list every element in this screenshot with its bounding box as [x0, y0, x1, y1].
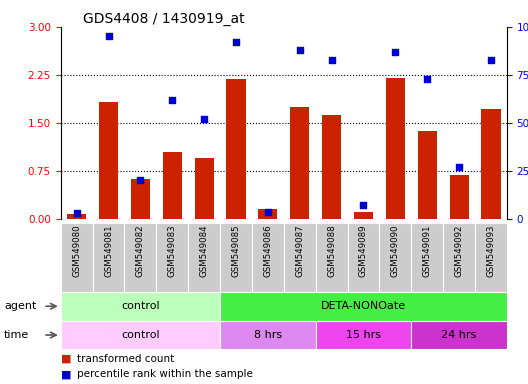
Bar: [284, 223, 316, 292]
Bar: [220, 292, 507, 321]
Bar: [354, 212, 373, 219]
Text: GSM549080: GSM549080: [72, 225, 81, 277]
Bar: [449, 175, 469, 219]
Bar: [61, 292, 220, 321]
Bar: [258, 209, 277, 219]
Bar: [67, 214, 86, 219]
Text: GSM549091: GSM549091: [423, 225, 432, 277]
Bar: [347, 223, 380, 292]
Text: GSM549090: GSM549090: [391, 225, 400, 277]
Bar: [316, 223, 347, 292]
Point: [455, 164, 463, 170]
Point: [359, 202, 367, 209]
Text: 15 hrs: 15 hrs: [346, 330, 381, 340]
Point: [136, 177, 145, 184]
Text: DETA-NONOate: DETA-NONOate: [321, 301, 406, 311]
Text: time: time: [4, 330, 30, 340]
Point: [296, 47, 304, 53]
Text: control: control: [121, 301, 159, 311]
Text: GDS4408 / 1430919_at: GDS4408 / 1430919_at: [83, 12, 244, 26]
Text: 24 hrs: 24 hrs: [441, 330, 477, 340]
Point: [327, 56, 336, 63]
Bar: [443, 223, 475, 292]
Point: [232, 39, 240, 45]
Point: [423, 76, 431, 82]
Bar: [411, 223, 443, 292]
Point: [105, 33, 113, 40]
Bar: [411, 321, 507, 349]
Text: ■: ■: [61, 354, 71, 364]
Bar: [156, 223, 188, 292]
Point: [487, 56, 495, 63]
Bar: [61, 321, 220, 349]
Bar: [322, 115, 341, 219]
Point: [72, 210, 81, 216]
Bar: [163, 152, 182, 219]
Bar: [188, 223, 220, 292]
Bar: [386, 78, 405, 219]
Text: GSM549085: GSM549085: [231, 225, 240, 277]
Text: GSM549087: GSM549087: [295, 225, 304, 277]
Text: percentile rank within the sample: percentile rank within the sample: [77, 369, 252, 379]
Bar: [290, 107, 309, 219]
Text: GSM549089: GSM549089: [359, 225, 368, 277]
Bar: [125, 223, 156, 292]
Text: GSM549092: GSM549092: [455, 225, 464, 277]
Text: GSM549084: GSM549084: [200, 225, 209, 277]
Text: control: control: [121, 330, 159, 340]
Bar: [475, 223, 507, 292]
Text: GSM549093: GSM549093: [486, 225, 495, 277]
Bar: [131, 179, 150, 219]
Bar: [316, 321, 411, 349]
Text: 8 hrs: 8 hrs: [254, 330, 282, 340]
Text: GSM549083: GSM549083: [168, 225, 177, 277]
Bar: [220, 223, 252, 292]
Bar: [227, 79, 246, 219]
Bar: [99, 103, 118, 219]
Text: GSM549082: GSM549082: [136, 225, 145, 277]
Point: [200, 116, 209, 122]
Bar: [61, 223, 92, 292]
Text: transformed count: transformed count: [77, 354, 174, 364]
Bar: [220, 321, 316, 349]
Text: agent: agent: [4, 301, 36, 311]
Text: GSM549081: GSM549081: [104, 225, 113, 277]
Bar: [380, 223, 411, 292]
Bar: [194, 158, 214, 219]
Text: ■: ■: [61, 369, 71, 379]
Bar: [92, 223, 125, 292]
Bar: [418, 131, 437, 219]
Text: GSM549086: GSM549086: [263, 225, 272, 277]
Text: GSM549088: GSM549088: [327, 225, 336, 277]
Bar: [482, 109, 501, 219]
Point: [168, 97, 176, 103]
Bar: [252, 223, 284, 292]
Point: [263, 209, 272, 215]
Point: [391, 49, 400, 55]
